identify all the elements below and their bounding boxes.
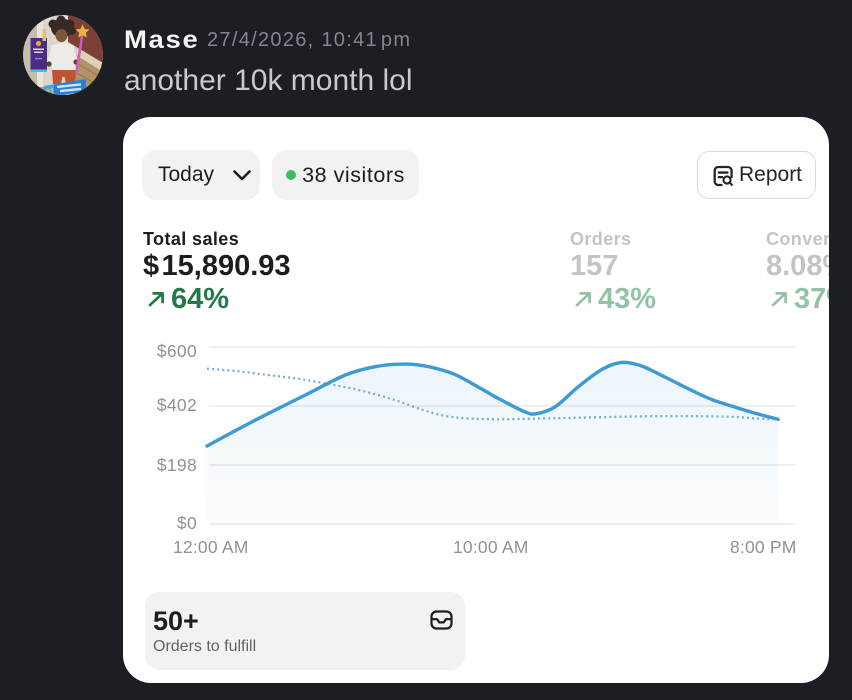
svg-text:#1: #1 [46, 88, 55, 96]
